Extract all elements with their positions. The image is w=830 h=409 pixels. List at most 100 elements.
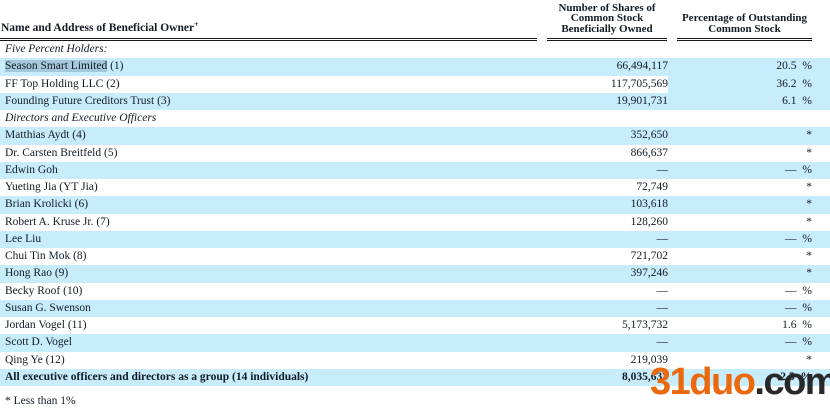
owner-name-text: Robert A. Kruse Jr. (7): [5, 215, 110, 228]
table-row: Season Smart Limited (1) 66,494,117 20.5 %: [0, 58, 830, 76]
owner-name-text: Lee Liu: [5, 232, 42, 245]
owner-name-cell: Season Smart Limited (1): [0, 58, 438, 75]
table-row: Qing Ye (12) 219,039 *: [0, 351, 830, 369]
owner-name-text: Becky Roof (10): [5, 284, 83, 297]
owner-name-text: Scott D. Vogel: [5, 336, 72, 349]
header-owner-text: Name and Address of Beneficial Owner: [1, 22, 195, 34]
owner-name-text: Dr. Carsten Breitfeld (5): [5, 146, 118, 159]
shares-cell: 72,749: [636, 181, 668, 193]
header-percentage-line2: Common Stock: [708, 23, 781, 36]
header-col-shares: Number of Shares of Common Stock Benefic…: [547, 1, 667, 41]
percentage-cell: — %: [785, 336, 812, 349]
owner-name-text: FF Top Holding LLC (2): [5, 77, 120, 90]
owner-name-text: Yueting Jia (YT Jia): [5, 181, 98, 193]
watermark-tld-text: .com: [754, 361, 830, 403]
owner-name-text: Five Percent Holders:: [5, 43, 108, 55]
percentage-cell: 36.2 %: [668, 75, 830, 93]
owner-name-text: Founding Future Creditors Trust (3): [5, 94, 171, 107]
owner-name-cell: Dr. Carsten Breitfeld (5): [0, 145, 438, 162]
owner-name-cell: Jordan Vogel (11): [0, 317, 438, 334]
table-row: Yueting Jia (YT Jia) 72,749 *: [0, 179, 830, 197]
shares-cell: 8,035,633: [622, 370, 668, 383]
owner-name-cell: Edwin Goh: [0, 162, 438, 179]
table-row: Edwin Goh — — %: [0, 161, 830, 179]
header-shares-line1: Number of Shares of: [558, 1, 656, 14]
shares-cell: 103,618: [630, 198, 668, 211]
owner-name-text: Susan G. Swenson: [5, 301, 91, 314]
shares-cell: 866,637: [630, 146, 668, 159]
table-header: Name and Address of Beneficial Owner+ Nu…: [0, 0, 830, 41]
header-shares-line3: Beneficially Owned: [561, 23, 653, 36]
table-row: Scott D. Vogel — — %: [0, 334, 830, 352]
table-row: Matthias Aydt (4) 352,650 *: [0, 127, 830, 145]
shares-cell: 721,702: [630, 250, 668, 262]
shares-cell: —: [656, 232, 669, 245]
shares-cell: —: [656, 336, 669, 349]
owner-name-cell: Five Percent Holders:: [0, 41, 438, 58]
percentage-cell: — %: [785, 163, 812, 176]
table-row: Dr. Carsten Breitfeld (5) 866,637 *: [0, 144, 830, 162]
table-row: Hong Rao (9) 397,246 *: [0, 265, 830, 283]
shares-cell: —: [656, 163, 669, 176]
percentage-cell: 6.1 %: [782, 94, 812, 107]
owner-name-text: Brian Krolicki (6): [5, 198, 89, 211]
owner-name-cell: Scott D. Vogel: [0, 334, 438, 351]
footnote: * Less than 1%: [5, 395, 76, 407]
percentage-cell: 20.5 %: [776, 60, 812, 73]
percentage-cell: *: [806, 129, 812, 142]
owner-name-text: Jordan Vogel (11): [5, 319, 87, 331]
percentage-cell: *: [806, 181, 812, 193]
shares-cell: [438, 41, 668, 58]
percentage-cell: *: [806, 353, 812, 366]
table-row: Robert A. Kruse Jr. (7) 128,260 *: [0, 213, 830, 231]
header-col-percentage: Percentage of Outstanding Common Stock: [677, 13, 812, 41]
owner-name-text: Edwin Goh: [5, 163, 58, 176]
shares-cell: 117,705,569: [438, 75, 668, 93]
owner-name-text: Matthias Aydt (4): [5, 129, 86, 142]
owner-name-cell: Yueting Jia (YT Jia): [0, 179, 438, 196]
shares-cell: 128,260: [630, 215, 668, 228]
table-row: Becky Roof (10) — — %: [0, 282, 830, 300]
table-row: Five Percent Holders:: [0, 41, 830, 59]
watermark-brand-text: 31duo: [650, 361, 756, 403]
table-row: Directors and Executive Officers: [0, 110, 830, 128]
owner-name-cell: Chui Tin Mok (8): [0, 248, 438, 265]
owner-name-text: Hong Rao (9): [5, 267, 69, 280]
table-row: Jordan Vogel (11) 5,173,732 1.6 %: [0, 317, 830, 335]
highlighted-owner-name: Season Smart Limited: [5, 60, 108, 73]
owner-name-cell: Susan G. Swenson: [0, 300, 438, 317]
owner-name-text: Chui Tin Mok (8): [5, 250, 87, 262]
percentage-cell: [668, 41, 830, 58]
header-owner-footnote-marker: +: [194, 20, 199, 29]
shares-cell: 352,650: [630, 129, 668, 142]
header-rule-shares: [547, 38, 667, 41]
table-row: Founding Future Creditors Trust (3) 19,90…: [0, 92, 830, 110]
table-body: Five Percent Holders: Season Smart Limite…: [0, 41, 830, 386]
shares-cell: —: [656, 301, 669, 314]
owner-name-cell: Founding Future Creditors Trust (3): [0, 93, 438, 110]
header-shares-line2: Common Stock: [570, 12, 644, 25]
percentage-cell: *: [806, 267, 812, 280]
owner-name-cell: Robert A. Kruse Jr. (7): [0, 214, 438, 231]
owner-name-cell: Lee Liu: [0, 231, 438, 248]
shares-cell: —: [656, 284, 669, 297]
shares-cell: 19,901,731: [616, 94, 668, 107]
owner-name-text: Qing Ye (12): [5, 353, 65, 366]
owner-name-cell: Directors and Executive Officers: [0, 110, 438, 127]
header-col-owner: Name and Address of Beneficial Owner+: [0, 18, 537, 41]
shares-cell: 66,494,117: [616, 60, 668, 73]
table-row: Chui Tin Mok (8) 721,702 *: [0, 248, 830, 266]
owner-name-cell: Matthias Aydt (4): [0, 127, 438, 144]
table-row: FF Top Holding LLC (2) 117,705,569 36.2 %: [0, 75, 830, 93]
owner-name-cell: Becky Roof (10): [0, 283, 438, 300]
shares-cell: 397,246: [630, 267, 668, 280]
owner-name-cell: FF Top Holding LLC (2): [0, 75, 438, 93]
table-row: Lee Liu — — %: [0, 230, 830, 248]
owner-name-suffix: (1): [107, 60, 124, 73]
percentage-cell: *: [806, 198, 812, 211]
table-row: All executive officers and directors as …: [0, 368, 830, 386]
table-row: Brian Krolicki (6) 103,618 *: [0, 196, 830, 214]
table-row: Susan G. Swenson — — %: [0, 299, 830, 317]
header-rule-owner: [0, 38, 537, 41]
